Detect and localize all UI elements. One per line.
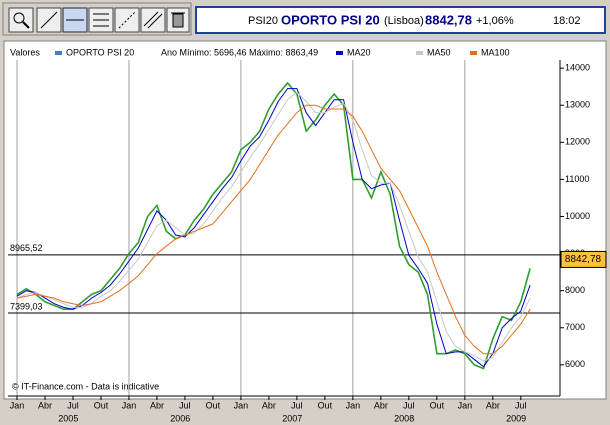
series-line bbox=[16, 88, 531, 368]
change: +1,06% bbox=[476, 15, 514, 27]
x-tick-label: Abr bbox=[262, 400, 276, 410]
tool-parallel[interactable] bbox=[140, 7, 166, 33]
instrument-name: OPORTO PSI 20 bbox=[281, 12, 380, 27]
reference-label: 7399,03 bbox=[10, 301, 43, 311]
x-tick-label: Jan bbox=[10, 400, 25, 410]
tool-fibo[interactable] bbox=[88, 7, 114, 33]
x-tick-label: Abr bbox=[486, 400, 500, 410]
year-label: 2005 bbox=[58, 413, 78, 423]
header-frame bbox=[195, 6, 606, 34]
y-tick-label: 7000 bbox=[565, 322, 585, 332]
legend-note: Ano Mínimo: 5696,46 Máximo: 8863,49 bbox=[161, 47, 318, 57]
legend-label: MA50 bbox=[427, 47, 451, 57]
current-value-box bbox=[560, 250, 607, 268]
year-label: 2009 bbox=[506, 413, 526, 423]
x-tick-label: Out bbox=[318, 400, 333, 410]
tool-line[interactable] bbox=[36, 7, 62, 33]
x-tick-label: Abr bbox=[150, 400, 164, 410]
tool-delete[interactable] bbox=[166, 7, 190, 33]
x-tick-label: Jan bbox=[234, 400, 249, 410]
y-tick-label: 10000 bbox=[565, 211, 590, 221]
x-tick-label: Out bbox=[206, 400, 221, 410]
x-tick-label: Jan bbox=[346, 400, 361, 410]
year-label: 2008 bbox=[394, 413, 414, 423]
price: 8842,78 bbox=[425, 12, 472, 27]
year-label: 2007 bbox=[282, 413, 302, 423]
legend-swatch bbox=[470, 51, 477, 55]
y-tick-label: 13000 bbox=[565, 100, 590, 110]
series-line bbox=[16, 104, 531, 355]
x-tick-label: Abr bbox=[38, 400, 52, 410]
x-tick-label: Jul bbox=[179, 400, 191, 410]
legend-title: Valores bbox=[10, 47, 40, 57]
toolbar bbox=[2, 2, 192, 36]
x-tick-label: Jul bbox=[291, 400, 303, 410]
y-tick-label: 8000 bbox=[565, 285, 585, 295]
quote-header: PSI20 OPORTO PSI 20 (Lisboa) 8842,78 +1,… bbox=[195, 6, 606, 34]
x-tick-label: Jan bbox=[122, 400, 137, 410]
y-tick-label: 11000 bbox=[565, 174, 589, 184]
legend-label: MA20 bbox=[347, 47, 371, 57]
legend-label: MA100 bbox=[481, 47, 510, 57]
series-line bbox=[16, 81, 531, 370]
time: 18:02 bbox=[553, 15, 581, 27]
tool-hline[interactable] bbox=[62, 7, 88, 33]
exchange: (Lisboa) bbox=[384, 15, 424, 27]
series-line bbox=[16, 91, 531, 362]
year-label: 2006 bbox=[170, 413, 190, 423]
x-tick-label: Out bbox=[430, 400, 445, 410]
y-tick-label: 14000 bbox=[565, 63, 590, 73]
y-tick-label: 12000 bbox=[565, 137, 590, 147]
footer: © IT-Finance.com - Data is indicative bbox=[12, 381, 159, 391]
legend-swatch bbox=[55, 51, 62, 55]
x-tick-label: Jul bbox=[403, 400, 415, 410]
reference-label: 8965,52 bbox=[10, 243, 43, 253]
x-tick-label: Jul bbox=[67, 400, 79, 410]
tool-trend[interactable] bbox=[114, 7, 140, 33]
symbol: PSI20 bbox=[248, 15, 278, 27]
tool-zoom[interactable] bbox=[8, 7, 34, 33]
x-tick-label: Out bbox=[94, 400, 109, 410]
x-tick-label: Abr bbox=[374, 400, 388, 410]
current-value-label: 8842,78 bbox=[565, 254, 602, 265]
x-tick-label: Jul bbox=[515, 400, 527, 410]
x-tick-label: Jan bbox=[458, 400, 473, 410]
legend-label: OPORTO PSI 20 bbox=[66, 47, 134, 57]
chart-frame bbox=[3, 40, 607, 400]
y-tick-label: 6000 bbox=[565, 359, 585, 369]
legend-swatch bbox=[416, 51, 423, 55]
legend-swatch bbox=[336, 51, 343, 55]
